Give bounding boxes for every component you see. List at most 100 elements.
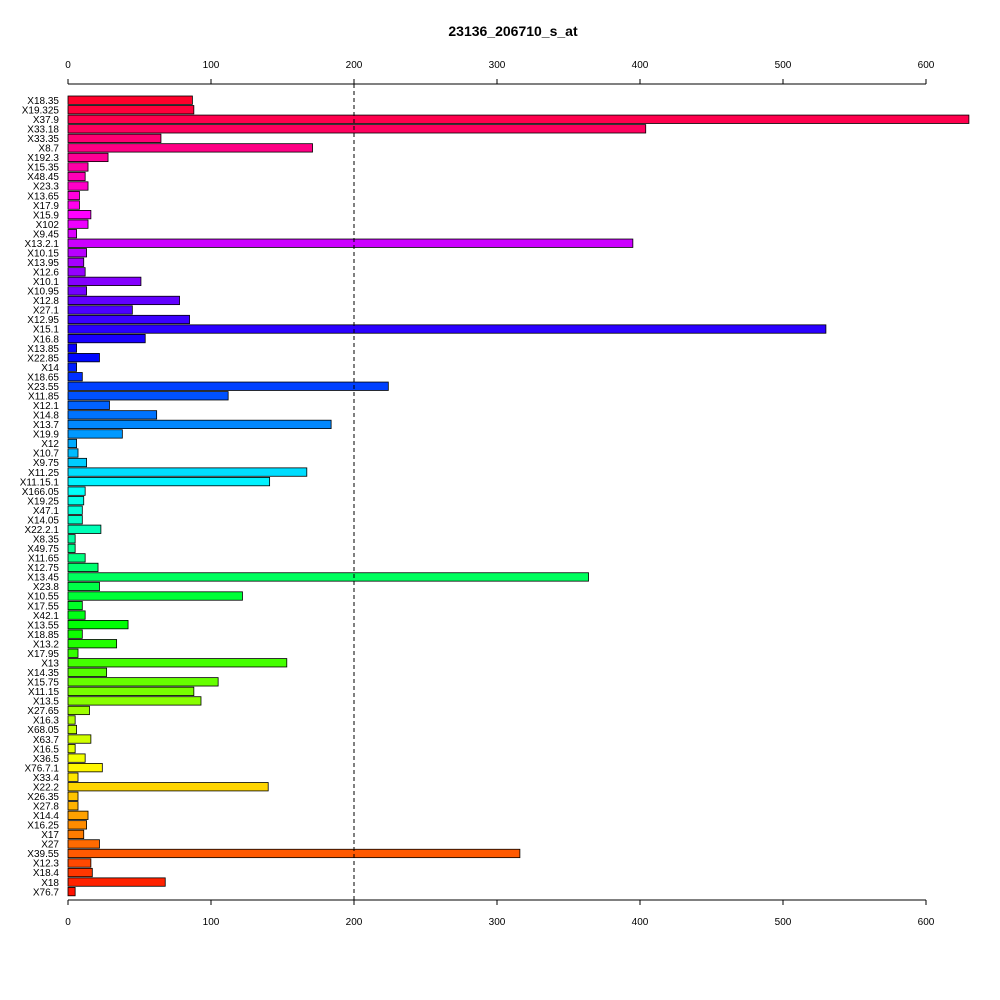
category-label: X10.7	[33, 449, 60, 460]
category-label: X18.4	[33, 868, 60, 879]
category-label: X68.05	[27, 725, 59, 736]
category-label: X76.7.1	[25, 763, 60, 774]
tick-label: 0	[65, 60, 71, 71]
category-label: X17.9	[33, 201, 60, 212]
bar-X13.7	[67, 419, 332, 429]
bar-X10.55	[67, 591, 243, 601]
bar-X18.85	[67, 629, 83, 639]
chart-title: 23136_206710_s_at	[448, 23, 578, 39]
tick-label: 200	[346, 917, 363, 928]
bar-X12.1	[67, 400, 110, 410]
bar-X33.18	[67, 124, 647, 134]
category-label: X14.4	[33, 811, 60, 822]
category-label: X9.75	[33, 458, 60, 469]
bar-X33.4	[67, 772, 79, 782]
bar-X12.6	[67, 267, 86, 277]
tick-label: 600	[918, 60, 935, 71]
bar-X76.7.1	[67, 763, 103, 773]
bar-X13.5	[67, 696, 202, 706]
bar-X10.15	[67, 248, 87, 258]
bar-X36.5	[67, 753, 86, 763]
category-label: X11.15.1	[20, 477, 60, 488]
bar-X15.75	[67, 677, 219, 687]
category-label: X23.8	[33, 582, 60, 593]
category-label: X13.2	[33, 639, 60, 650]
bar-X10.7	[67, 448, 79, 458]
bar-X18.35	[67, 95, 193, 105]
bar-X12	[67, 438, 77, 449]
bar-X27.65	[67, 705, 90, 716]
bar-X166.05	[67, 486, 86, 496]
bar-X39.55	[67, 848, 521, 859]
bar-X19.9	[67, 429, 123, 439]
category-label: X10.95	[27, 287, 59, 298]
category-label: X14.05	[27, 515, 59, 526]
category-label: X33.4	[33, 773, 60, 784]
category-label: X15.1	[33, 325, 60, 336]
bar-X13.2.1	[67, 238, 634, 248]
tick-label: 300	[489, 60, 506, 71]
bar-X15.9	[67, 210, 92, 220]
bar-X14.35	[67, 667, 108, 677]
category-label: X192.3	[27, 153, 59, 164]
category-label: X13	[41, 658, 59, 669]
category-label: X13.55	[27, 620, 59, 631]
bar-X11.15.1	[67, 476, 271, 487]
category-label: X12.3	[33, 859, 60, 870]
category-label: X13.2.1	[25, 239, 60, 250]
bar-X16.25	[67, 820, 87, 830]
bar-X9.75	[67, 457, 87, 468]
category-label: X48.45	[27, 172, 59, 183]
bar-X12.95	[67, 314, 190, 325]
category-label: X10.15	[27, 248, 59, 259]
bar-X19.325	[67, 105, 195, 115]
bar-X12.3	[67, 858, 92, 868]
category-label: X17	[41, 830, 59, 841]
category-label: X36.5	[33, 754, 60, 765]
bar-X19.25	[67, 496, 85, 506]
tick-label: 400	[632, 917, 649, 928]
category-label: X14.35	[27, 668, 59, 679]
bar-X63.7	[67, 734, 92, 744]
category-label: X8.35	[33, 535, 60, 546]
category-label: X33.18	[27, 125, 59, 136]
bar-X192.3	[67, 152, 109, 163]
bar-X9.45	[67, 229, 77, 239]
bar-X37.9	[67, 114, 970, 124]
category-label: X8.7	[38, 144, 59, 155]
bar-X18	[67, 877, 166, 887]
bar-X11.85	[67, 391, 229, 401]
category-label: X16.3	[33, 716, 60, 727]
bar-X27	[67, 839, 100, 849]
category-label: X13.85	[27, 344, 59, 355]
category-label: X13.7	[33, 420, 60, 431]
tick-label: 500	[775, 917, 792, 928]
bar-X23.8	[67, 581, 100, 592]
tick-label: 500	[775, 60, 792, 71]
category-label: X13.65	[27, 191, 59, 202]
category-labels: X18.35X19.325X37.9X33.18X33.35X8.7X192.3…	[20, 96, 60, 898]
category-label: X12.1	[33, 401, 60, 412]
bar-X47.1	[67, 505, 83, 515]
bar-X15.35	[67, 162, 89, 172]
bar-X13.85	[67, 343, 77, 353]
bar-X17.9	[67, 200, 80, 210]
bar-X8.35	[67, 534, 76, 544]
category-label: X14	[41, 363, 59, 374]
bar-X13.55	[67, 620, 129, 630]
bar-X22.85	[67, 353, 100, 363]
tick-label: 0	[65, 917, 71, 928]
top-x-axis: 0 100 200 300 400 500 600	[65, 60, 935, 85]
category-label: X12.6	[33, 268, 60, 279]
bar-X27.1	[67, 305, 133, 315]
category-label: X102	[36, 220, 60, 231]
category-label: X17.95	[27, 649, 59, 660]
category-label: X39.55	[27, 849, 59, 860]
bar-X11.25	[67, 467, 308, 477]
category-label: X22.85	[27, 353, 59, 364]
bottom-x-axis: 0 100 200 300 400 500 600	[65, 899, 935, 928]
bar-X22.2	[67, 782, 269, 792]
category-label: X26.35	[27, 792, 59, 803]
category-label: X33.35	[27, 134, 59, 145]
